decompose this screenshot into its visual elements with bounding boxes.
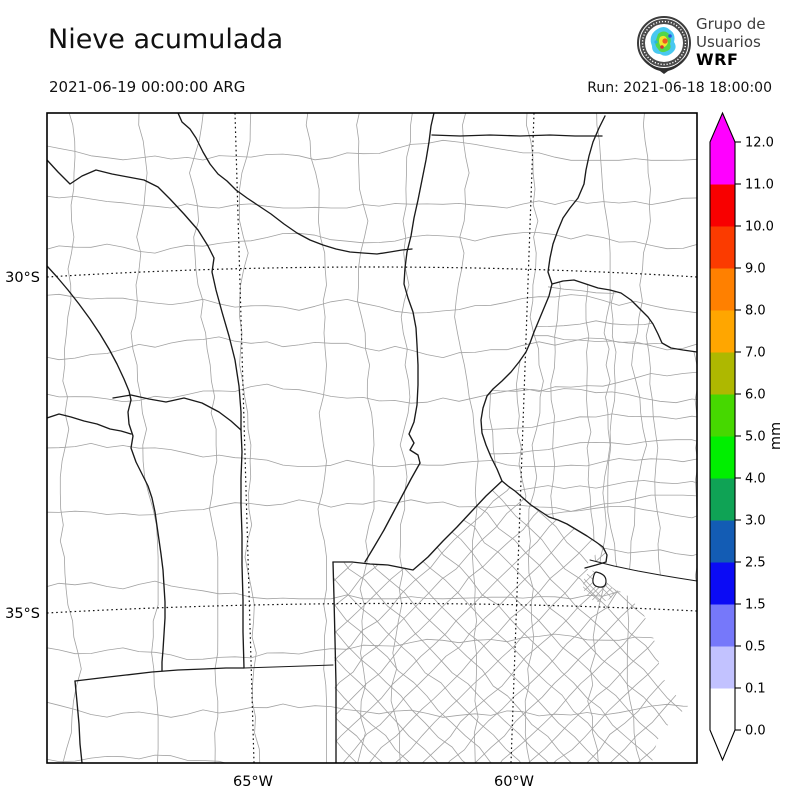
colorbar-tick-label: 1.5 [745,598,766,613]
colorbar: 0.0 0.1 0.5 1.5 2.5 3.0 4.0 5.0 6.0 7.0 8.0 9.0 10.0… [709,111,774,762]
colorbar-tick-label: 7.0 [745,346,766,361]
colorbar-band [710,184,735,227]
colorbar-tick-label: 6.0 [745,388,766,403]
run-time-label: Run: 2021-06-18 18:00:00 [587,80,772,96]
colorbar-tick-label: 10.0 [745,220,774,235]
colorbar-tick-label: 3.0 [745,514,766,529]
colorbar-band [710,436,735,479]
logo-wordmark: Grupo de Usuarios WRF [696,15,766,69]
colorbar-band [710,268,735,311]
colorbar-tick-label: 2.5 [745,556,766,571]
colorbar-tick-label: 0.5 [745,640,766,655]
colorbar-tick-label: 9.0 [745,262,766,277]
x-tick-label-65w: 65°W [233,774,273,790]
colorbar-unit-label: mm [768,422,784,450]
rio-de-la-plata-water [585,559,697,763]
wrf-users-group-logo [634,12,784,76]
colorbar-band [710,688,735,731]
colorbar-band [710,310,735,353]
colorbar-tick-label: 4.0 [745,472,766,487]
colorbar-under-arrow [710,730,735,760]
colorbar-tick-label: 11.0 [745,178,774,193]
colorbar-band [710,478,735,521]
colorbar-band [710,352,735,395]
x-tick-label-60w: 60°W [494,774,534,790]
map-frame [46,112,698,764]
logo-rainbow-map [650,27,676,56]
colorbar-band [710,142,735,185]
logo-line2: Usuarios [696,33,761,51]
colorbar-over-arrow [710,113,735,142]
colorbar-tick-label: 0.1 [745,682,766,697]
colorbar-band [710,226,735,269]
logo-line3-wrf: WRF [696,50,739,69]
valid-time-label: 2021-06-19 00:00:00 ARG [49,78,246,96]
map-canvas [47,113,697,763]
y-tick-label-35s: 35°S [5,606,40,622]
colorbar-tick-label: 12.0 [745,136,774,151]
colorbar-band [710,520,735,563]
colorbar-tick-label: 8.0 [745,304,766,319]
colorbar-band [710,646,735,689]
logo-line1: Grupo de [696,15,766,33]
province-boundaries [47,113,697,763]
logo-laurel [642,56,686,74]
colorbar-tick-label: 0.0 [745,724,766,739]
colorbar-band [710,604,735,647]
colorbar-band [710,394,735,437]
logo-emblem-icon [637,16,691,74]
colorbar-band [710,562,735,605]
department-boundaries [47,113,697,763]
logo-ring-lettering [641,20,687,66]
y-tick-label-30s: 30°S [5,270,40,286]
page-title: Nieve acumulada [48,24,284,55]
colorbar-tick-label: 5.0 [745,430,766,445]
